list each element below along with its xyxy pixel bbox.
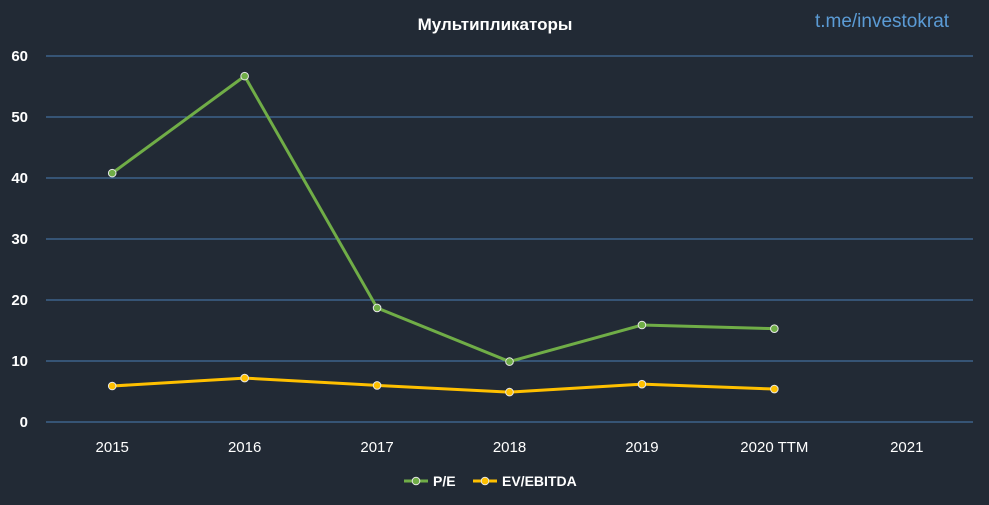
y-tick-label: 50 (11, 109, 28, 126)
series-1 (107, 373, 779, 397)
legend-marker (411, 476, 421, 486)
x-tick-label: 2021 (890, 439, 923, 456)
data-point (770, 384, 779, 394)
y-tick-label: 10 (11, 353, 28, 370)
legend-item: P/E (404, 473, 456, 489)
data-point (637, 320, 647, 330)
x-tick-label: 2015 (96, 439, 129, 456)
gridlines (46, 55, 973, 423)
x-tick-label: 2020 TTM (740, 439, 808, 456)
data-point (240, 373, 249, 383)
legend: P/E EV/EBITDA (404, 473, 577, 489)
data-point (372, 303, 382, 313)
data-point (107, 381, 117, 391)
data-point (505, 387, 514, 397)
legend-label: P/E (433, 473, 456, 489)
y-tick-label: 0 (20, 414, 28, 431)
data-point (240, 71, 249, 81)
x-tick-label: 2019 (625, 439, 658, 456)
watermark-text: t.me/investokrat (815, 11, 950, 32)
legend-marker (480, 476, 490, 486)
series-0 (107, 71, 779, 366)
legend-label: EV/EBITDA (502, 473, 577, 489)
series-line (112, 376, 775, 394)
data-point (637, 379, 647, 389)
data-point (107, 168, 117, 178)
y-axis-ticks: 0 10 20 30 40 50 60 (11, 48, 28, 431)
y-tick-label: 60 (11, 48, 28, 65)
x-tick-label: 2017 (360, 439, 393, 456)
series-line (111, 74, 775, 364)
data-point (372, 381, 382, 390)
series-layer (107, 71, 779, 397)
x-tick-label: 2016 (228, 439, 261, 456)
x-tick-label: 2018 (493, 439, 526, 456)
y-tick-label: 40 (11, 170, 28, 187)
y-tick-label: 30 (11, 231, 28, 248)
x-axis-ticks: 2015 2016 2017 2018 2019 2020 TTM 2021 (96, 439, 924, 456)
y-tick-label: 20 (11, 292, 28, 309)
data-point (505, 357, 514, 366)
legend-item: EV/EBITDA (473, 473, 577, 489)
data-point (770, 324, 779, 333)
chart-title: Мультипликаторы (418, 15, 573, 34)
